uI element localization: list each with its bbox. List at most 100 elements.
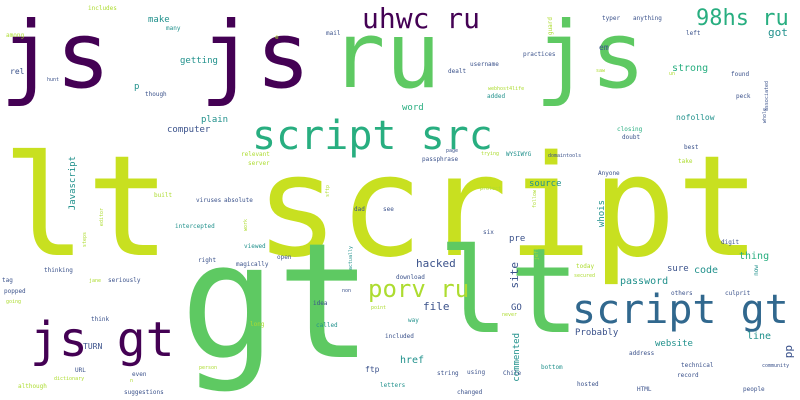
word-wysiwyg: WYSIWYG	[506, 151, 532, 158]
word-long: long	[250, 321, 265, 328]
word-protect: protect	[480, 186, 502, 192]
word-js: js	[200, 2, 311, 109]
word-script-src: script src	[252, 113, 493, 159]
word-line: line	[747, 331, 772, 342]
word-lt-script: lt script	[2, 126, 761, 289]
word-many: many	[166, 25, 181, 32]
word-popped: popped	[4, 288, 26, 295]
word-e: e	[275, 34, 279, 41]
word-turn: TURN	[83, 342, 103, 351]
word-plain: plain	[201, 115, 229, 125]
word-js: js	[0, 2, 111, 109]
word-page: page	[446, 148, 459, 154]
word-url: URL	[75, 367, 86, 374]
word-hosted: hosted	[577, 381, 599, 388]
word-make: make	[148, 15, 170, 25]
word-code: code	[694, 265, 719, 276]
word-jane: jane	[89, 278, 102, 284]
word-point: point	[371, 305, 387, 311]
word-doubt: doubt	[622, 134, 641, 141]
word-now: now	[753, 265, 760, 276]
word-dictionary: dictionary	[54, 376, 85, 382]
word-practices: practices	[523, 51, 556, 58]
word-got: got	[768, 26, 788, 39]
word-whole: whole	[762, 108, 768, 124]
word-viewed: viewed	[244, 243, 266, 250]
word-magically: magically	[236, 261, 269, 268]
word-whois: whois	[597, 200, 607, 228]
word-associated: associated	[764, 81, 770, 112]
word-steps: steps	[82, 232, 88, 248]
word-chile: Chile	[503, 370, 522, 377]
word-non: non	[342, 288, 352, 294]
word-probably: Probably	[575, 328, 619, 338]
word-seriously: seriously	[108, 277, 141, 284]
word-peck: peck	[736, 93, 751, 100]
word-file: file	[423, 300, 450, 313]
word-people: people	[743, 386, 765, 393]
word-pre: pre	[509, 234, 526, 244]
word-found: found	[731, 71, 750, 78]
word-n: n	[130, 378, 134, 384]
word-anything: anything	[633, 15, 662, 22]
word-digit: digit	[721, 239, 740, 246]
word-never: never	[502, 312, 518, 318]
word-secured: secured	[574, 273, 596, 279]
word-href: href	[400, 355, 425, 366]
word-think: think	[91, 316, 110, 323]
word-p: p	[134, 82, 140, 92]
word-javascript: Javascript	[68, 156, 78, 211]
word-em: em	[599, 43, 609, 52]
word-dealt: dealt	[448, 68, 467, 75]
word-98hs-ru: 98hs ru	[696, 6, 789, 31]
word-anyone: Anyone	[598, 170, 620, 177]
word-today: today	[576, 263, 595, 270]
word-uhwc-ru: uhwc ru	[362, 2, 481, 35]
word-thing: thing	[739, 251, 770, 262]
word-typer: typer	[602, 15, 621, 22]
word-string: string	[437, 370, 459, 377]
word-suggestions: suggestions	[124, 389, 164, 396]
word-strong: strong	[672, 63, 709, 74]
word-word: word	[402, 103, 424, 113]
word-community: community	[762, 363, 790, 369]
word-others: others	[671, 290, 693, 297]
word-nofollow: nofollow	[676, 113, 715, 122]
word-js-gt: js gt	[30, 312, 175, 368]
word-dad: dad	[354, 206, 365, 213]
word-trying: trying	[481, 151, 500, 157]
word-letters: letters	[380, 382, 406, 389]
word-pp: pp	[782, 345, 795, 359]
word-website: website	[655, 339, 693, 349]
word-changed: changed	[457, 389, 483, 396]
word-site: site	[508, 262, 521, 289]
word-open: open	[277, 254, 292, 261]
word-actually: actually	[348, 246, 354, 271]
word-tag: tag	[2, 277, 13, 284]
word-bottom: bottom	[541, 364, 563, 371]
word-rel: rel	[10, 67, 25, 76]
word-person: person	[199, 365, 218, 371]
word-record: record	[677, 372, 699, 379]
word-among: among	[6, 32, 25, 39]
word-html: HTML	[637, 386, 652, 393]
word-right: right	[198, 257, 217, 264]
word-although: although	[18, 383, 47, 390]
word-intercepted: intercepted	[175, 223, 215, 230]
word-username: username	[470, 61, 499, 68]
word-added: added	[487, 93, 506, 100]
word-absolute: absolute	[224, 197, 253, 204]
word-porv-ru: porv ru	[368, 275, 470, 303]
word-mail: mail	[326, 30, 341, 37]
word-hunt: hunt	[47, 77, 60, 83]
word-viruses: viruses	[196, 197, 222, 204]
word-way: way	[408, 317, 419, 324]
word-password: password	[620, 276, 669, 287]
word-going: going	[6, 299, 22, 305]
word-called: called	[316, 322, 338, 329]
word-six: six	[483, 229, 494, 236]
word-guard: guard	[547, 17, 554, 36]
word-using: using	[467, 369, 486, 376]
word-though: though	[145, 91, 167, 98]
